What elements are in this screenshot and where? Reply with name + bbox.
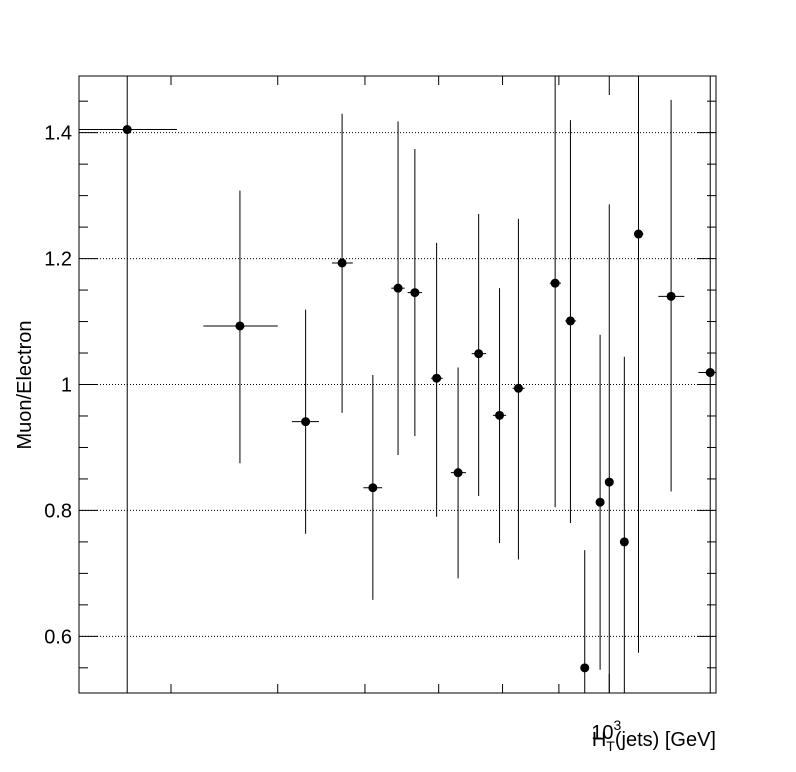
y-tick-labels: 0.6 0.8 1 1.2 1.4	[44, 123, 72, 649]
data-marker	[604, 477, 614, 487]
data-point	[604, 204, 614, 693]
x-tick-label-base: 10	[591, 722, 613, 744]
x-axis-label: HT(jets) [GeV]	[592, 729, 716, 754]
data-marker	[432, 373, 442, 383]
data-marker	[565, 316, 575, 326]
plot-frame	[78, 75, 717, 694]
data-point	[658, 99, 685, 492]
data-marker	[513, 383, 523, 393]
x-tick-label: 103	[591, 717, 621, 744]
data-point	[431, 242, 443, 517]
data-point	[595, 334, 605, 670]
data-point	[407, 149, 422, 437]
x-axis-label-main: H	[592, 729, 606, 751]
data-point	[291, 309, 319, 534]
y-tick-label: 0.6	[44, 626, 72, 648]
data-point	[633, 76, 644, 653]
data-point	[331, 113, 353, 413]
data-point	[512, 218, 525, 560]
data-points	[79, 76, 716, 693]
data-marker	[580, 663, 590, 673]
axis-ticks	[79, 76, 716, 693]
data-marker	[474, 349, 484, 359]
data-marker	[453, 468, 463, 478]
y-tick-label: 1.4	[44, 123, 72, 145]
data-marker	[666, 291, 676, 301]
data-marker	[368, 483, 378, 493]
data-marker	[393, 283, 403, 293]
data-point	[565, 120, 577, 524]
data-marker	[633, 229, 643, 239]
y-axis-label: Muon/Electron	[14, 321, 36, 450]
data-marker	[705, 368, 715, 378]
data-point	[450, 367, 466, 579]
data-marker	[410, 288, 420, 298]
data-marker	[495, 410, 505, 420]
data-point	[698, 76, 716, 693]
data-marker	[619, 537, 629, 547]
x-tick-labels: 103	[591, 717, 621, 744]
data-point	[363, 375, 383, 600]
data-marker	[550, 278, 560, 288]
data-marker	[301, 417, 311, 427]
data-marker	[337, 258, 347, 268]
data-point	[549, 76, 561, 508]
y-tick-label: 1	[61, 375, 72, 397]
grid-lines	[79, 132, 716, 637]
data-marker	[235, 321, 245, 331]
data-point	[203, 190, 278, 464]
x-axis-label-rest: (jets) [GeV]	[615, 729, 716, 751]
data-marker	[122, 125, 132, 135]
data-point	[492, 288, 507, 544]
x-tick-label-exponent: 3	[613, 717, 621, 733]
data-point	[391, 121, 405, 456]
data-point	[471, 213, 487, 496]
y-tick-label: 1.2	[44, 249, 72, 271]
data-point	[580, 550, 590, 693]
data-point	[619, 356, 629, 693]
y-tick-label: 0.8	[44, 500, 72, 522]
data-point	[79, 76, 177, 693]
data-marker	[595, 497, 605, 507]
x-axis-label-sub: T	[606, 738, 615, 754]
